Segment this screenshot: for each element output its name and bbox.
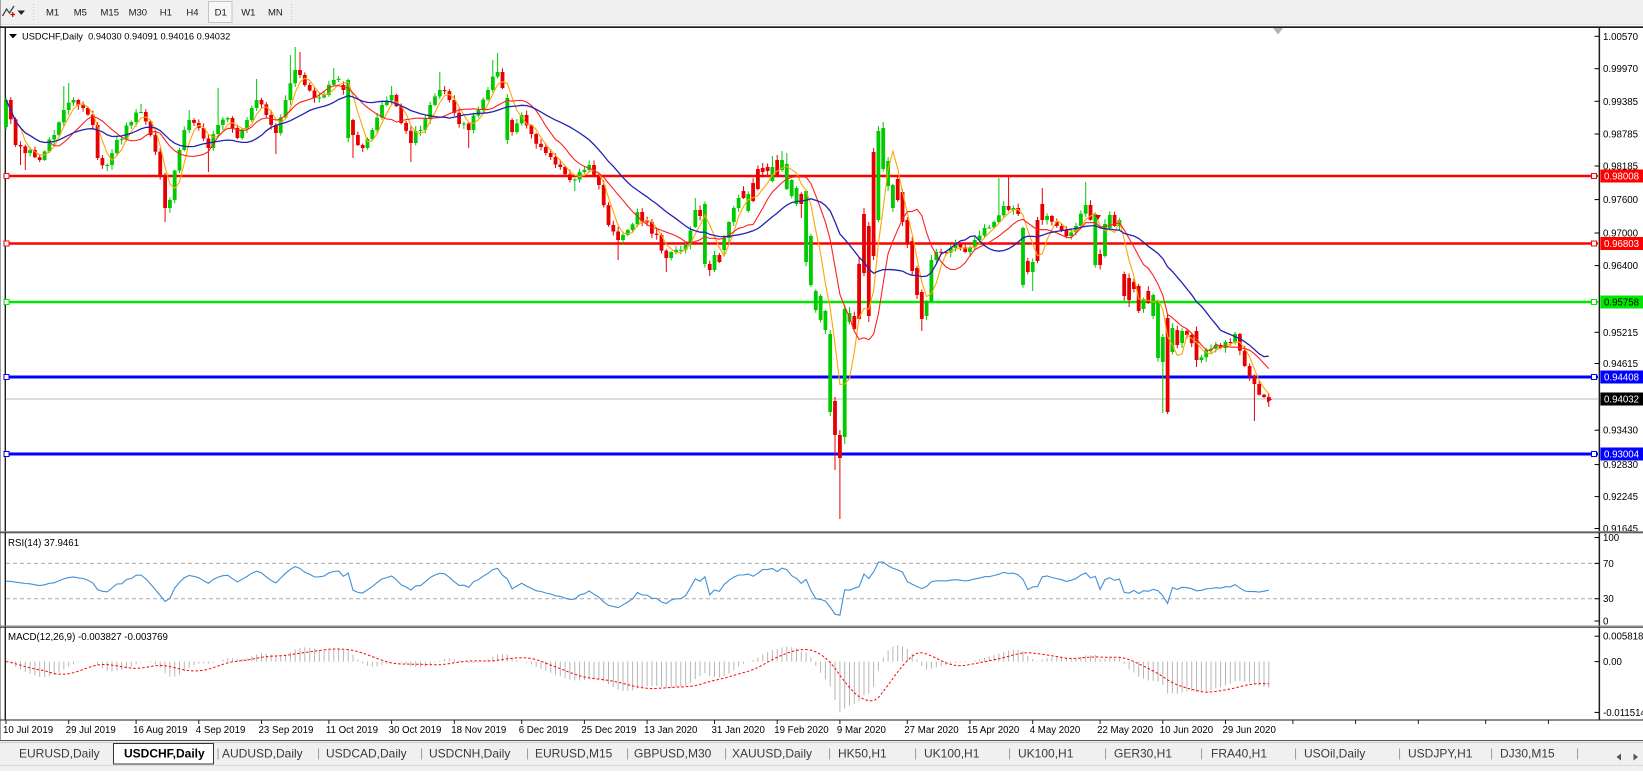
svg-text:|: | bbox=[1008, 746, 1011, 760]
svg-text:0.98185: 0.98185 bbox=[1603, 162, 1638, 173]
svg-text:USDCAD,Daily: USDCAD,Daily bbox=[326, 747, 407, 761]
svg-text:16 Aug 2019: 16 Aug 2019 bbox=[133, 725, 187, 736]
svg-text:0.91645: 0.91645 bbox=[1603, 524, 1638, 535]
svg-text:13 Jan 2020: 13 Jan 2020 bbox=[644, 725, 698, 736]
svg-text:4 Sep 2019: 4 Sep 2019 bbox=[196, 725, 246, 736]
svg-text:31 Jan 2020: 31 Jan 2020 bbox=[712, 725, 766, 736]
svg-text:0.96803: 0.96803 bbox=[1604, 239, 1639, 250]
svg-text:|: | bbox=[914, 746, 917, 760]
svg-text:|: | bbox=[1104, 746, 1107, 760]
svg-text:0.92245: 0.92245 bbox=[1603, 492, 1638, 503]
svg-text:XAUUSD,Daily: XAUUSD,Daily bbox=[732, 747, 812, 761]
svg-text:M30: M30 bbox=[129, 8, 147, 19]
svg-text:0.92830: 0.92830 bbox=[1603, 460, 1639, 471]
svg-text:0.98785: 0.98785 bbox=[1603, 130, 1638, 141]
svg-text:18 Nov 2019: 18 Nov 2019 bbox=[451, 725, 506, 736]
svg-text:30: 30 bbox=[1603, 594, 1614, 605]
svg-text:|: | bbox=[217, 746, 220, 760]
svg-text:30 Oct 2019: 30 Oct 2019 bbox=[389, 725, 442, 736]
svg-text:1.00570: 1.00570 bbox=[1603, 32, 1639, 43]
svg-text:0.99970: 0.99970 bbox=[1603, 64, 1639, 75]
svg-text:22 May 2020: 22 May 2020 bbox=[1097, 725, 1154, 736]
svg-text:H4: H4 bbox=[186, 8, 198, 19]
svg-text:AUDUSD,Daily: AUDUSD,Daily bbox=[222, 747, 303, 761]
svg-text:0.97000: 0.97000 bbox=[1603, 229, 1639, 240]
svg-text:0.00: 0.00 bbox=[1603, 657, 1622, 668]
svg-text:0.96400: 0.96400 bbox=[1603, 261, 1639, 272]
svg-text:27 Mar 2020: 27 Mar 2020 bbox=[904, 725, 959, 736]
svg-text:15 Apr 2020: 15 Apr 2020 bbox=[967, 725, 1020, 736]
svg-text:29 Jul 2019: 29 Jul 2019 bbox=[66, 725, 116, 736]
svg-text:0.99385: 0.99385 bbox=[1603, 97, 1638, 108]
svg-text:0.97600: 0.97600 bbox=[1603, 195, 1639, 206]
svg-text:|: | bbox=[1200, 746, 1203, 760]
svg-text:70: 70 bbox=[1603, 559, 1614, 570]
svg-text:0: 0 bbox=[1603, 617, 1609, 628]
svg-text:25 Dec 2019: 25 Dec 2019 bbox=[581, 725, 636, 736]
svg-text:USDCHF,Daily: USDCHF,Daily bbox=[124, 747, 205, 761]
svg-text:-0.011514: -0.011514 bbox=[1603, 708, 1643, 719]
svg-text:9 Mar 2020: 9 Mar 2020 bbox=[837, 725, 887, 736]
svg-text:|: | bbox=[526, 746, 529, 760]
svg-text:W1: W1 bbox=[241, 8, 255, 19]
svg-text:UK100,H1: UK100,H1 bbox=[924, 747, 980, 761]
svg-text:M1: M1 bbox=[46, 8, 59, 19]
svg-text:0.95215: 0.95215 bbox=[1603, 328, 1638, 339]
svg-text:|: | bbox=[1490, 746, 1493, 760]
svg-text:19 Feb 2020: 19 Feb 2020 bbox=[774, 725, 829, 736]
svg-text:11 Oct 2019: 11 Oct 2019 bbox=[326, 725, 378, 736]
svg-text:USOil,Daily: USOil,Daily bbox=[1304, 747, 1365, 761]
svg-text:|: | bbox=[317, 746, 320, 760]
svg-text:|: | bbox=[1576, 746, 1579, 760]
svg-text:|: | bbox=[1294, 746, 1297, 760]
svg-text:0.98008: 0.98008 bbox=[1604, 172, 1639, 183]
svg-text:HK50,H1: HK50,H1 bbox=[838, 747, 887, 761]
svg-text:|: | bbox=[724, 746, 727, 760]
svg-text:0.93430: 0.93430 bbox=[1603, 426, 1639, 437]
svg-text:10 Jul 2019: 10 Jul 2019 bbox=[3, 725, 53, 736]
svg-text:RSI(14) 37.9461: RSI(14) 37.9461 bbox=[8, 538, 79, 549]
svg-text:EURUSD,M15: EURUSD,M15 bbox=[535, 747, 613, 761]
svg-text:|: | bbox=[420, 746, 423, 760]
svg-text:0.93004: 0.93004 bbox=[1604, 450, 1640, 461]
svg-text:|: | bbox=[828, 746, 831, 760]
svg-text:0.95758: 0.95758 bbox=[1604, 298, 1639, 309]
svg-text:EURUSD,Daily: EURUSD,Daily bbox=[19, 747, 100, 761]
svg-text:10 Jun 2020: 10 Jun 2020 bbox=[1160, 725, 1214, 736]
svg-text:4 May 2020: 4 May 2020 bbox=[1030, 725, 1081, 736]
svg-text:23 Sep 2019: 23 Sep 2019 bbox=[259, 725, 314, 736]
svg-text:GER30,H1: GER30,H1 bbox=[1114, 747, 1172, 761]
svg-text:DJ30,M15: DJ30,M15 bbox=[1500, 747, 1555, 761]
svg-text:M15: M15 bbox=[101, 8, 119, 19]
svg-text:MN: MN bbox=[268, 8, 283, 19]
svg-text:FRA40,H1: FRA40,H1 bbox=[1211, 747, 1267, 761]
svg-text:0.94032: 0.94032 bbox=[1604, 395, 1639, 406]
svg-text:6 Dec 2019: 6 Dec 2019 bbox=[519, 725, 569, 736]
svg-text:100: 100 bbox=[1603, 533, 1620, 544]
svg-text:|: | bbox=[626, 746, 629, 760]
svg-text:|: | bbox=[1398, 746, 1401, 760]
svg-text:UK100,H1: UK100,H1 bbox=[1018, 747, 1074, 761]
svg-text:29 Jun 2020: 29 Jun 2020 bbox=[1223, 725, 1277, 736]
svg-text:MACD(12,26,9) -0.003827 -0.003: MACD(12,26,9) -0.003827 -0.003769 bbox=[8, 632, 168, 643]
svg-text:GBPUSD,M30: GBPUSD,M30 bbox=[634, 747, 712, 761]
svg-text:USDJPY,H1: USDJPY,H1 bbox=[1408, 747, 1473, 761]
svg-text:M5: M5 bbox=[74, 8, 87, 19]
svg-text:H1: H1 bbox=[160, 8, 172, 19]
svg-text:USDCNH,Daily: USDCNH,Daily bbox=[429, 747, 510, 761]
svg-text:0.005818: 0.005818 bbox=[1603, 632, 1643, 643]
svg-text:D1: D1 bbox=[215, 8, 227, 19]
svg-text:0.94408: 0.94408 bbox=[1604, 373, 1639, 384]
svg-text:0.94615: 0.94615 bbox=[1603, 359, 1638, 370]
svg-text:USDCHF,Daily 0.94030 0.94091: USDCHF,Daily 0.94030 0.94091 0.94016 0.9… bbox=[22, 32, 230, 42]
